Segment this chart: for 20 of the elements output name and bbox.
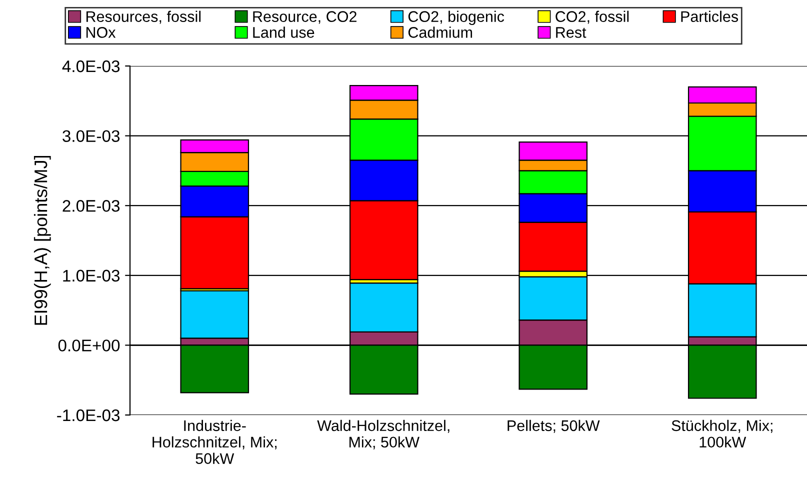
legend-label: Cadmium bbox=[408, 26, 472, 38]
legend-label: Land use bbox=[253, 26, 314, 38]
legend-label: Particles bbox=[681, 10, 738, 22]
legend-label: Resource, CO2 bbox=[253, 11, 356, 24]
legend-label: Rest bbox=[556, 27, 586, 38]
y-tick-label: 3.0E-03 bbox=[62, 130, 120, 142]
x-tick-label: Wald-Holzschnitzel, Mix; 50kW bbox=[317, 420, 450, 450]
y-tick-label: 2.0E-03 bbox=[62, 200, 120, 212]
x-tick-label: Pellets; 50kW bbox=[508, 420, 600, 433]
legend-label: NOx bbox=[86, 27, 116, 38]
y-tick-label: 4.0E-03 bbox=[62, 60, 120, 72]
y-tick-label: 0.0E+00 bbox=[58, 340, 120, 352]
y-axis-title: EI99(H,A) [points/MJ] bbox=[34, 156, 51, 325]
x-tick-label: Industrie- Holzschnitzel, Mix; 50kW bbox=[152, 420, 276, 464]
legend-label: Resources, fossil bbox=[86, 10, 201, 24]
legend-label: CO2, biogenic bbox=[408, 10, 504, 26]
legend-label: CO2, fossil bbox=[556, 10, 629, 24]
y-tick-label: 1.0E-03 bbox=[63, 270, 120, 282]
y-tick-label: -1.0E-03 bbox=[57, 409, 120, 422]
x-tick-label: Stückholz, Mix; 100kW bbox=[672, 420, 772, 448]
